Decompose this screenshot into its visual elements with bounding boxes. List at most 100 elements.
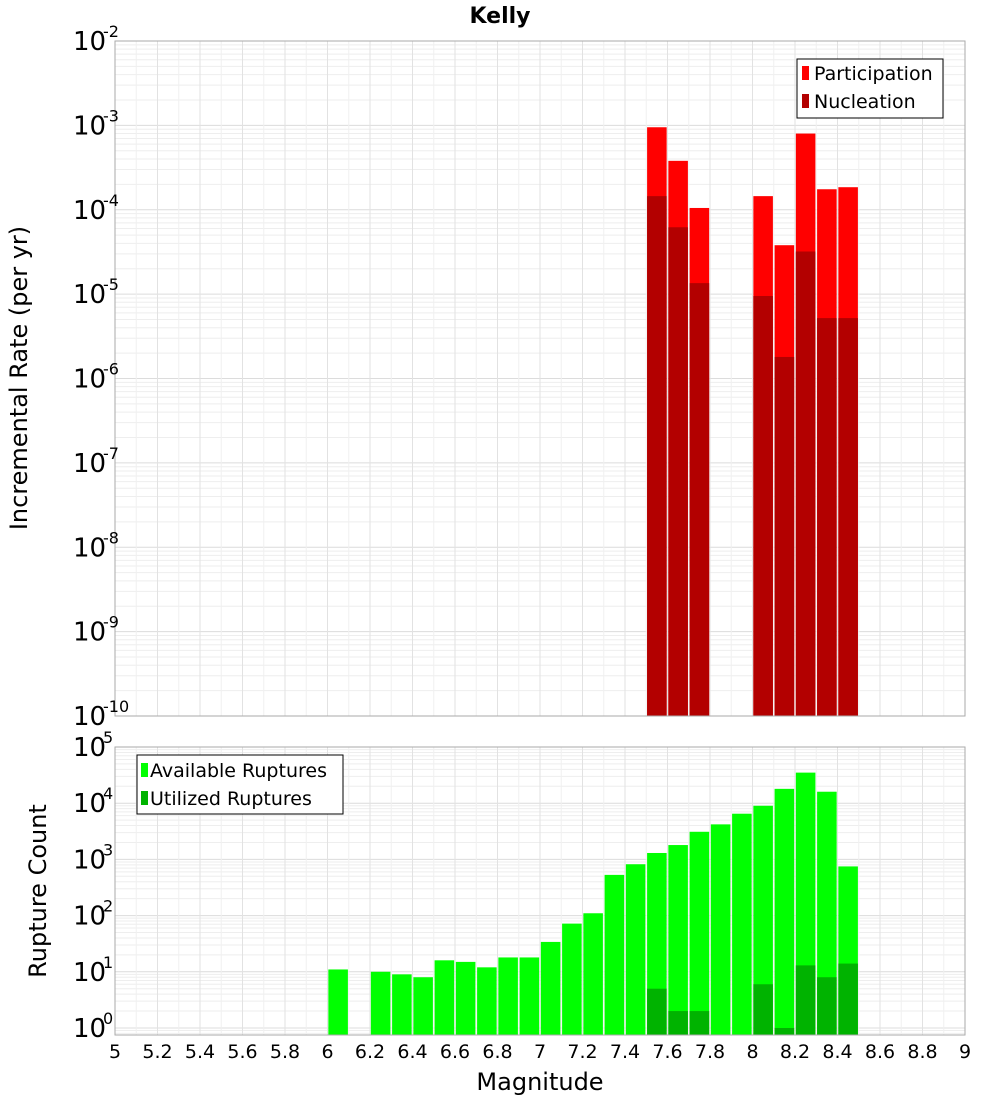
x-tick-label: 7.4	[610, 1041, 640, 1063]
x-tick-label: 6.4	[397, 1041, 427, 1063]
top-plot-frame	[114, 40, 966, 717]
bar-available-ruptures	[710, 824, 731, 1035]
y-tick-label: 10	[73, 702, 106, 732]
bar-available-ruptures	[328, 969, 348, 1035]
bottom-legend-box	[136, 754, 344, 815]
y-tick-label: 10	[73, 902, 106, 932]
bar-available-ruptures	[413, 977, 433, 1035]
legend-label-utilized: Utilized Ruptures	[150, 788, 312, 810]
bar-nucleation	[689, 283, 710, 716]
y-tick-exponent: -9	[103, 613, 119, 632]
bar-available-ruptures	[434, 960, 455, 1035]
legend-swatch-utilized	[141, 791, 148, 805]
y-tick-label: 10	[73, 958, 106, 988]
x-tick-label: 5.6	[227, 1041, 257, 1063]
bar-available-ruptures	[774, 788, 795, 1035]
y-tick-exponent: 1	[103, 953, 113, 972]
y-tick-label: 10	[73, 618, 106, 648]
bottom-bars	[328, 772, 858, 1035]
legend-swatch-participation	[802, 66, 809, 80]
y-tick-label: 10	[73, 365, 106, 395]
x-tick-label: 6.6	[440, 1041, 470, 1063]
x-tick-label: 7.2	[567, 1041, 597, 1063]
top-y-axis-label: Incremental Rate (per yr)	[5, 226, 33, 530]
bar-utilized-ruptures	[774, 1027, 795, 1035]
y-tick-label: 10	[73, 845, 106, 875]
y-tick-exponent: 3	[103, 840, 113, 859]
y-tick-exponent: -8	[103, 528, 119, 547]
x-tick-label: 5.2	[142, 1041, 172, 1063]
bar-available-ruptures	[732, 813, 752, 1035]
y-tick-label: 10	[73, 280, 106, 310]
bar-available-ruptures	[540, 941, 561, 1035]
bar-available-ruptures	[370, 971, 391, 1035]
y-tick-exponent: -10	[103, 697, 129, 716]
y-tick-label: 10	[73, 733, 106, 763]
legend-label-participation: Participation	[814, 63, 933, 85]
bar-nucleation	[753, 296, 773, 716]
bottom-legend: Available Ruptures Utilized Ruptures	[136, 754, 344, 815]
bar-utilized-ruptures	[668, 1011, 688, 1035]
x-axis-label: Magnitude	[476, 1068, 603, 1096]
y-tick-exponent: -7	[103, 444, 119, 463]
legend-swatch-nucleation	[802, 94, 809, 108]
y-tick-label: 10	[73, 789, 106, 819]
y-tick-label: 10	[73, 111, 106, 141]
x-tick-label: 8	[746, 1041, 758, 1063]
legend-label-available: Available Ruptures	[150, 760, 327, 782]
x-tick-label: 8.2	[780, 1041, 810, 1063]
bottom-x-ticks: 5 5.2 5.4 5.6 5.8 6 6.2 6.4 6.6 6.8 7 7.2 7.4 7.6 7.8 8…	[109, 1041, 971, 1063]
bar-available-ruptures	[817, 791, 837, 1035]
x-tick-label: 5	[109, 1041, 121, 1063]
bar-available-ruptures	[562, 923, 582, 1035]
top-legend-box	[796, 58, 944, 119]
top-bars	[647, 127, 858, 717]
bar-nucleation	[774, 356, 795, 716]
y-tick-exponent: 4	[103, 784, 113, 803]
x-tick-label: 9	[959, 1041, 971, 1063]
x-tick-label: 6.8	[482, 1041, 512, 1063]
bar-available-ruptures	[498, 957, 518, 1035]
x-tick-label: 6.2	[355, 1041, 385, 1063]
legend-swatch-available	[141, 763, 148, 777]
bar-utilized-ruptures	[753, 984, 773, 1035]
x-tick-label: 7.8	[695, 1041, 725, 1063]
top-grid	[114, 41, 966, 717]
x-tick-label: 8.8	[907, 1041, 937, 1063]
bottom-y-axis-label: Rupture Count	[24, 804, 52, 978]
bar-available-ruptures	[519, 957, 540, 1035]
bar-utilized-ruptures	[647, 988, 667, 1035]
bar-nucleation	[668, 227, 688, 716]
bar-nucleation	[795, 251, 816, 716]
bar-available-ruptures	[477, 967, 497, 1035]
y-tick-exponent: 2	[103, 897, 113, 916]
bar-utilized-ruptures	[689, 1011, 710, 1035]
x-tick-label: 5.4	[185, 1041, 215, 1063]
y-tick-label: 10	[73, 449, 106, 479]
y-tick-label: 10	[73, 1014, 106, 1044]
legend-label-nucleation: Nucleation	[814, 91, 916, 113]
y-tick-exponent: -2	[103, 22, 119, 41]
y-tick-exponent: -6	[103, 360, 119, 379]
bar-available-ruptures	[689, 831, 710, 1035]
bar-available-ruptures	[583, 913, 603, 1035]
x-tick-label: 7	[534, 1041, 546, 1063]
bar-nucleation	[817, 318, 837, 716]
y-tick-exponent: 5	[103, 728, 113, 747]
x-tick-label: 8.6	[865, 1041, 895, 1063]
bar-available-ruptures	[625, 864, 646, 1035]
bar-available-ruptures	[753, 805, 773, 1035]
bar-utilized-ruptures	[795, 965, 816, 1035]
bar-available-ruptures	[455, 961, 476, 1035]
bar-available-ruptures	[604, 874, 625, 1035]
bar-nucleation	[647, 196, 667, 716]
x-tick-label: 7.6	[652, 1041, 682, 1063]
y-tick-exponent: -5	[103, 275, 119, 294]
y-tick-exponent: 0	[103, 1009, 113, 1028]
bar-available-ruptures	[392, 974, 412, 1035]
bar-nucleation	[838, 318, 858, 716]
